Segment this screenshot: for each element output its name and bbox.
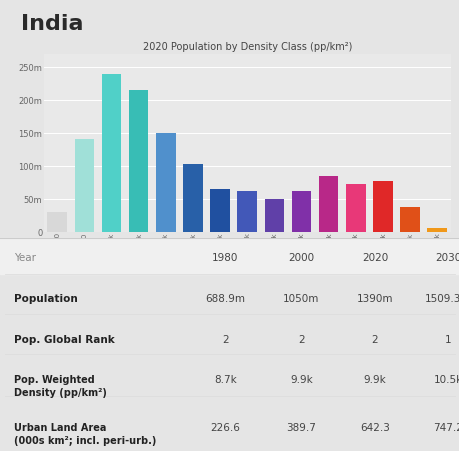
Text: 1980: 1980 (212, 253, 238, 262)
Text: 389.7: 389.7 (286, 423, 315, 433)
Text: 10.5k: 10.5k (433, 375, 459, 385)
Bar (183, 164, 202, 232)
Text: 642.3: 642.3 (359, 423, 389, 433)
Bar (156, 133, 175, 232)
Bar (426, 228, 446, 232)
Text: 8.7k: 8.7k (213, 375, 236, 385)
Bar (237, 191, 257, 232)
Bar (264, 198, 284, 232)
Text: Pop. Global Rank: Pop. Global Rank (14, 335, 114, 345)
Text: 2: 2 (297, 335, 304, 345)
Bar (345, 184, 365, 232)
Bar (74, 138, 94, 232)
Bar (399, 207, 419, 232)
Text: 2020: 2020 (361, 253, 387, 262)
Text: Population: Population (14, 294, 78, 304)
Text: Pop. Weighted
Density (pp/km²): Pop. Weighted Density (pp/km²) (14, 375, 106, 398)
Title: 2020 Population by Density Class (pp/km²): 2020 Population by Density Class (pp/km²… (142, 42, 351, 52)
Text: Urban Land Area
(000s km²; incl. peri-urb.): Urban Land Area (000s km²; incl. peri-ur… (14, 423, 156, 446)
Bar (318, 176, 338, 232)
Text: 2030: 2030 (434, 253, 459, 262)
Bar (372, 181, 392, 232)
Text: 2: 2 (222, 335, 228, 345)
Text: 1: 1 (444, 335, 451, 345)
Text: 1050m: 1050m (282, 294, 319, 304)
Bar (101, 74, 121, 232)
Text: 1390m: 1390m (356, 294, 392, 304)
Text: Year: Year (14, 253, 36, 262)
Text: 9.9k: 9.9k (289, 375, 312, 385)
Bar (210, 189, 230, 232)
Text: 2000: 2000 (288, 253, 313, 262)
Text: 747.2: 747.2 (433, 423, 459, 433)
Text: 688.9m: 688.9m (205, 294, 245, 304)
Bar (291, 191, 311, 232)
Text: 9.9k: 9.9k (363, 375, 386, 385)
Bar (0, 238, 459, 274)
Bar (47, 212, 67, 232)
Text: 1509.3m: 1509.3m (424, 294, 459, 304)
Text: 226.6: 226.6 (210, 423, 240, 433)
Text: 2: 2 (371, 335, 377, 345)
Text: India: India (21, 14, 83, 34)
Bar (129, 90, 148, 232)
